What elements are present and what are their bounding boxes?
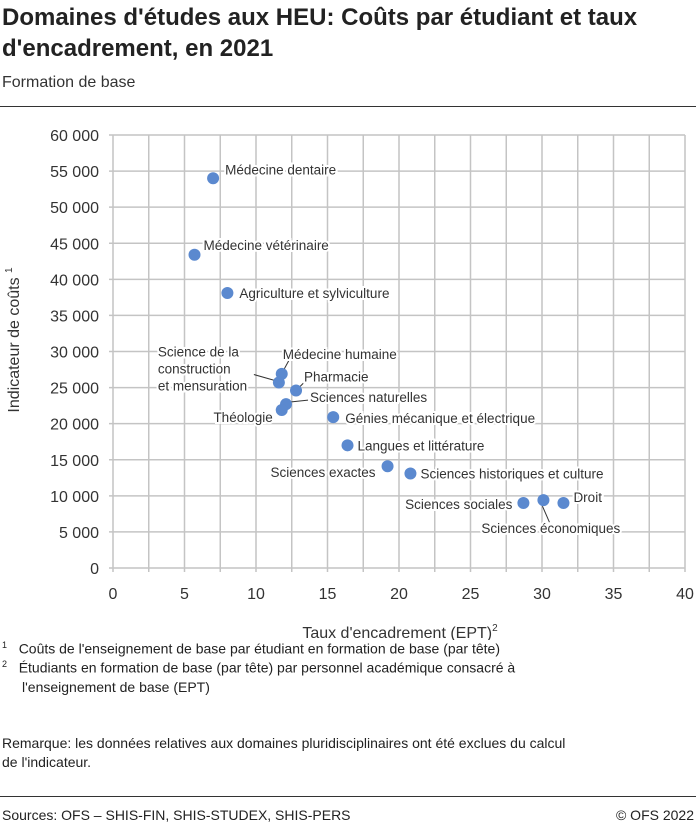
- data-label: Langues et littérature: [358, 438, 485, 453]
- y-tick-label: 60 000: [50, 128, 99, 145]
- data-point: [341, 439, 354, 452]
- footnote-2: 2 Étudiants en formation de base (par tê…: [2, 659, 516, 695]
- data-point: [221, 287, 234, 300]
- x-tick-label: 5: [180, 586, 189, 603]
- y-tick-label: 40 000: [50, 272, 99, 289]
- x-tick-label: 40: [676, 586, 694, 603]
- data-label: Sciences naturelles: [310, 390, 427, 405]
- data-point: [517, 497, 530, 510]
- data-label: Médecine humaine: [283, 347, 397, 362]
- data-label: Médecine dentaire: [225, 162, 336, 177]
- chart-title: Domaines d'études aux HEU: Coûts par étu…: [2, 4, 638, 62]
- x-tick-label: 15: [319, 586, 337, 603]
- scatter-plot: 0 5 10 15 20 25 30 35 40 0 5 000 10 000 15 000 20 000…: [4, 128, 694, 640]
- x-tick-label: 10: [247, 586, 265, 603]
- data-label: Science de la construction et mensuration: [158, 345, 247, 394]
- chart-subtitle: Formation de base: [2, 74, 136, 91]
- divider: [0, 106, 696, 107]
- y-tick-label: 25 000: [50, 381, 99, 398]
- x-tick-label: 30: [533, 586, 551, 603]
- x-tick-label: 20: [390, 586, 408, 603]
- data-point: [557, 497, 570, 510]
- data-label: Pharmacie: [304, 369, 369, 384]
- y-tick-label: 10 000: [50, 489, 99, 506]
- y-tick-label: 45 000: [50, 236, 99, 253]
- data-point: [188, 248, 201, 261]
- data-point: [207, 172, 220, 185]
- data-label: Sciences sociales: [405, 497, 513, 512]
- y-tick-label: 15 000: [50, 453, 99, 470]
- data-point: [537, 494, 550, 507]
- y-tick-label: 0: [90, 561, 99, 578]
- divider: [0, 796, 696, 797]
- leader-line: [541, 505, 550, 523]
- y-tick-label: 30 000: [50, 345, 99, 362]
- data-label: Médecine vétérinaire: [204, 238, 329, 253]
- data-point: [381, 460, 394, 473]
- data-label: Génies mécanique et électrique: [345, 411, 535, 426]
- copyright: © OFS 2022: [615, 807, 694, 823]
- leader-line: [283, 358, 291, 371]
- y-axis-label: Indicateur de coûts 1: [4, 267, 23, 413]
- y-tick-label: 5 000: [59, 525, 99, 542]
- y-tick-label: 35 000: [50, 308, 99, 325]
- data-point: [404, 467, 417, 480]
- x-tick-label: 25: [462, 586, 480, 603]
- data-point: [327, 411, 340, 424]
- x-axis-label: Taux d'encadrement (EPT)2: [302, 623, 498, 640]
- remark: Remarque: les données relatives aux doma…: [2, 735, 566, 770]
- footnote-1: 1 Coûts de l'enseignement de base par ét…: [2, 640, 500, 657]
- x-tick-label: 0: [109, 586, 118, 603]
- leader-line: [253, 374, 276, 382]
- data-label: Sciences économiques: [481, 521, 620, 536]
- sources: Sources: OFS – SHIS-FIN, SHIS-STUDEX, SH…: [2, 807, 351, 823]
- data-point: [272, 376, 285, 389]
- data-point: [290, 384, 303, 397]
- data-label: Sciences historiques et culture: [420, 466, 603, 481]
- data-point: [275, 403, 288, 416]
- y-tick-label: 50 000: [50, 200, 99, 217]
- data-label: Droit: [573, 490, 602, 505]
- y-tick-label: 55 000: [50, 164, 99, 181]
- data-label: Théologie: [213, 410, 272, 425]
- x-tick-label: 35: [605, 586, 623, 603]
- leader-line: [288, 399, 309, 403]
- y-tick-label: 20 000: [50, 417, 99, 434]
- data-label: Sciences exactes: [270, 465, 375, 480]
- data-label: Agriculture et sylviculture: [239, 286, 389, 301]
